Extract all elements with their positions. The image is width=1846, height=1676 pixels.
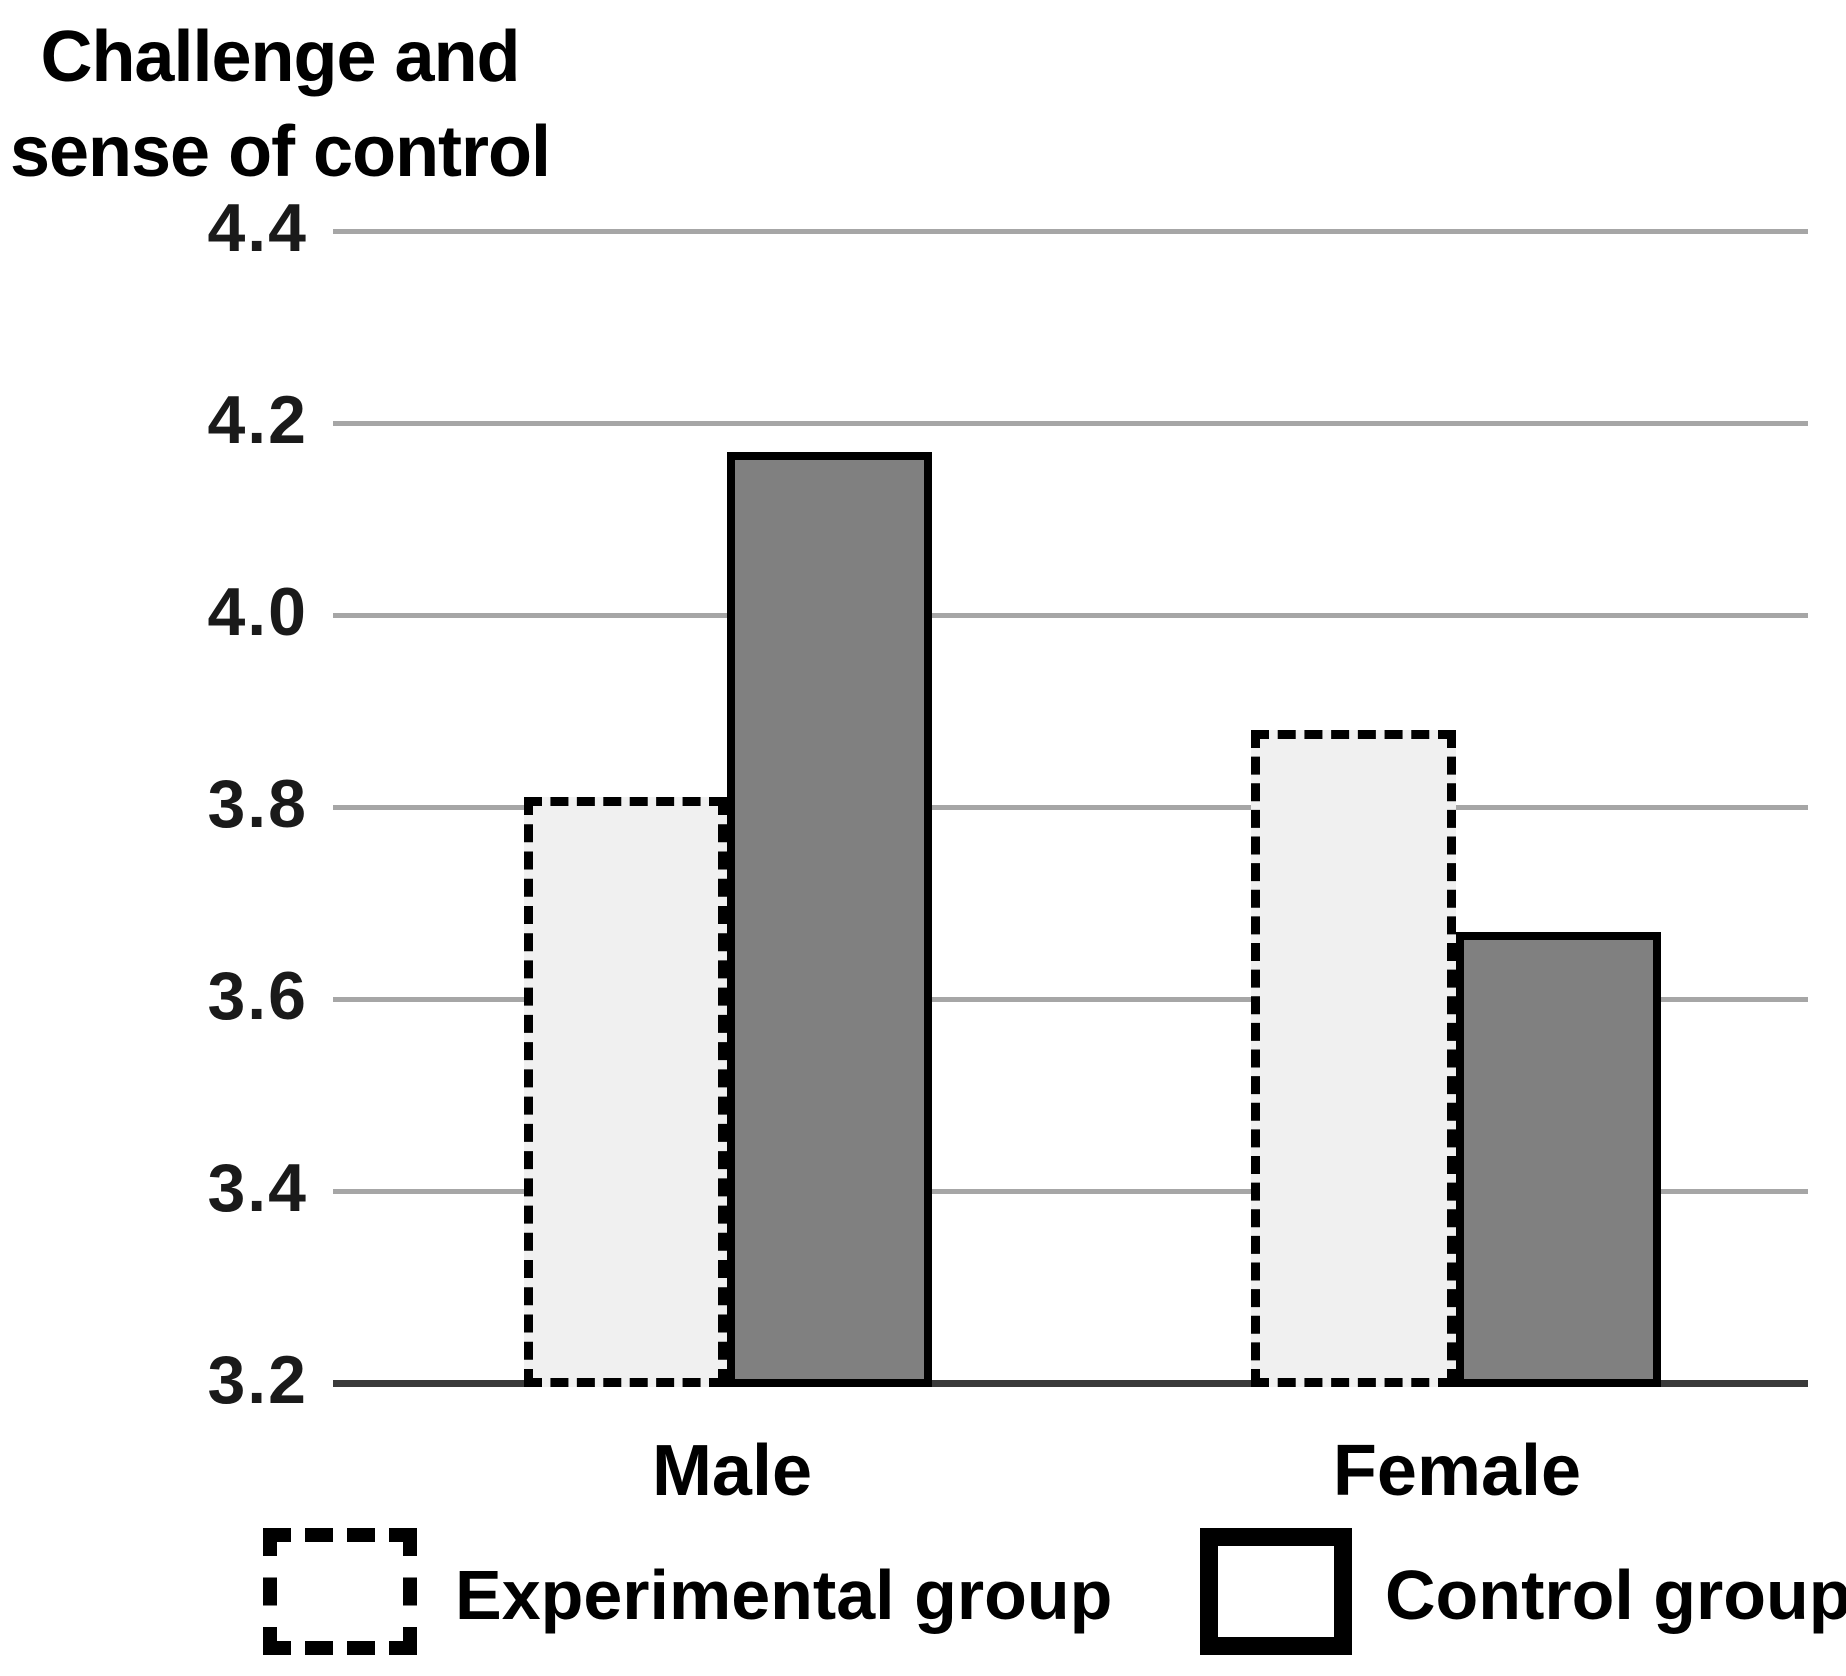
bar-male-experimental [524,797,727,1387]
bar-female-experimental [1251,730,1456,1387]
chart-title-line2: sense of control [9,112,551,192]
y-axis-tick-label-3.2: 3.2 [207,1342,308,1418]
y-axis-tick-label-4.2: 4.2 [207,382,308,458]
y-axis-tick-label-4.0: 4.0 [207,574,308,650]
gridline-4.2 [333,421,1808,426]
legend-label-experimental: Experimental group [455,1556,1113,1634]
legend-swatch-experimental [263,1528,417,1655]
chart-title-line1: Challenge and [40,17,520,97]
x-category-label-female: Female [1332,1431,1582,1511]
gridline-3.8 [333,805,1808,810]
gridline-4.0 [333,613,1808,618]
y-axis-tick-label-4.4: 4.4 [207,190,308,266]
y-axis-tick-label-3.4: 3.4 [207,1150,308,1226]
x-category-label-male: Male [651,1431,813,1511]
chart-title: Challenge and sense of control [0,10,560,200]
bar-male-control [727,452,932,1387]
gridline-3.6 [333,997,1808,1002]
legend-label-control: Control group [1385,1556,1846,1634]
gridline-4.4 [333,229,1808,234]
y-axis-tick-label-3.6: 3.6 [207,958,308,1034]
bar-female-control [1456,932,1661,1387]
legend-swatch-control [1200,1528,1352,1655]
y-axis-tick-label-3.8: 3.8 [207,766,308,842]
x-axis-line [333,1380,1808,1387]
gridline-3.4 [333,1189,1808,1194]
